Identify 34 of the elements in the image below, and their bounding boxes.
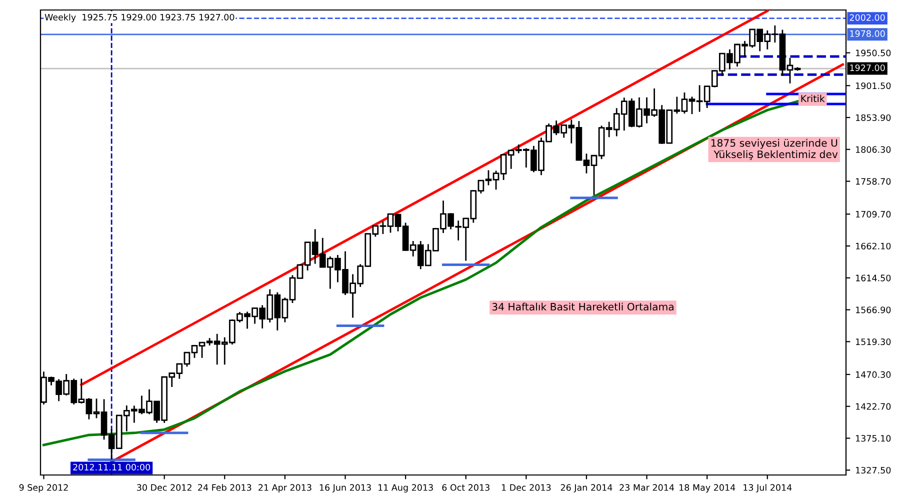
annotation: Kritik xyxy=(801,94,825,102)
ref-line-label: 2012.11.11 00:00 xyxy=(73,464,150,471)
y-tick-label: 1806.30 xyxy=(856,146,891,153)
y-tick-label: 1470.30 xyxy=(856,371,891,378)
y-tick-label: 1375.10 xyxy=(856,435,891,442)
annotation: 34 Haftalık Basit Hareketli Ortalama xyxy=(492,302,674,311)
y-tick-label: 1519.30 xyxy=(856,338,891,346)
ref-line-label: 1978.00 xyxy=(850,30,885,37)
y-tick-label: 1422.70 xyxy=(856,403,891,410)
y-tick-label: 1758.70 xyxy=(856,178,891,185)
y-tick-label: 1614.50 xyxy=(856,274,891,282)
x-tick-label: 18 May 2014 xyxy=(680,484,736,492)
y-tick-label: 1901.50 xyxy=(856,82,891,90)
chart-title: Weekly 1925.75 1929.00 1923.75 1927.00 xyxy=(44,14,234,22)
y-tick-label: 1327.50 xyxy=(856,466,891,474)
y-tick-label: 1853.90 xyxy=(856,114,891,121)
x-tick-label: 30 Dec 2012 xyxy=(137,484,192,491)
y-tick-label: 1709.70 xyxy=(856,210,891,218)
x-tick-label: 1 Dec 2013 xyxy=(502,484,551,491)
x-tick-label: 21 Apr 2013 xyxy=(258,484,312,492)
x-tick-label: 26 Jan 2014 xyxy=(560,484,612,492)
y-tick-label: 1566.90 xyxy=(856,306,891,314)
ref-line-label: 2002.00 xyxy=(850,14,885,21)
y-tick-label: 1950.50 xyxy=(856,50,891,56)
x-tick-label: 23 Mar 2014 xyxy=(620,484,674,491)
x-tick-label: 6 Oct 2013 xyxy=(442,484,490,491)
x-tick-label: 11 Aug 2013 xyxy=(378,484,433,492)
annotation: 1875 seviyesi üzerinde U Yükseliş Beklentimiz dev xyxy=(711,138,838,160)
x-tick-label: 16 Jun 2013 xyxy=(320,484,371,492)
y-tick-label: 1662.10 xyxy=(856,242,891,250)
x-tick-label: 9 Sep 2012 xyxy=(19,484,68,492)
x-tick-label: 13 Jul 2014 xyxy=(744,484,792,492)
ref-line-label: 1927.00 xyxy=(850,64,885,72)
x-tick-label: 24 Feb 2013 xyxy=(198,484,252,491)
